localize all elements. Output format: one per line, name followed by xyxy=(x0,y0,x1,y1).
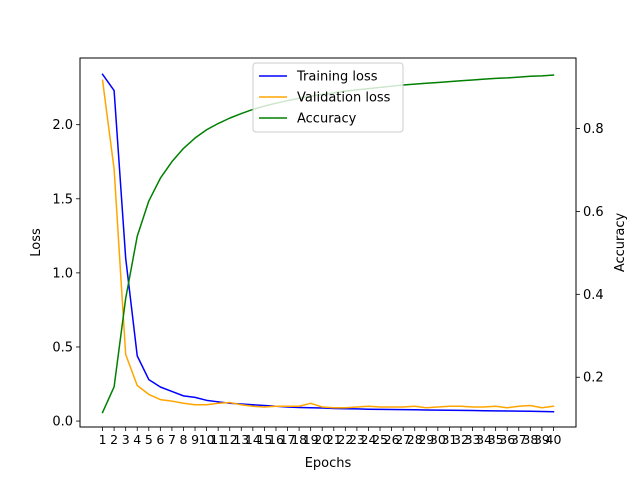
x-tick-label: 7 xyxy=(168,432,176,447)
x-tick-label: 12 xyxy=(222,432,238,447)
x-tick-label: 39 xyxy=(534,432,550,447)
y-axis-left: 0.0 0.5 1.0 1.5 2.0 xyxy=(52,118,80,430)
legend: Training loss Validation loss Accuracy xyxy=(252,62,404,133)
x-tick-label: 21 xyxy=(326,432,342,447)
x-tick-label: 1 xyxy=(99,432,107,447)
legend-label: Validation loss xyxy=(297,91,391,106)
x-tick-label: 33 xyxy=(465,432,481,447)
x-tick-label: 10 xyxy=(199,432,215,447)
x-tick-label: 13 xyxy=(233,432,249,447)
x-tick-label: 3 xyxy=(122,432,130,447)
x-tick-label: 38 xyxy=(522,432,538,447)
x-tick-label: 17 xyxy=(280,432,296,447)
x-tick-label: 2 xyxy=(110,432,118,447)
x-axis-label: Epochs xyxy=(305,456,352,471)
x-tick-label: 24 xyxy=(361,432,377,447)
x-tick-label: 34 xyxy=(476,432,492,447)
x-tick-label: 29 xyxy=(418,432,434,447)
x-tick-label: 35 xyxy=(488,432,504,447)
series-line-2 xyxy=(101,79,555,409)
plot-frame xyxy=(79,57,577,428)
y-left-tick-label: 1.5 xyxy=(52,192,73,207)
x-tick-label: 23 xyxy=(349,432,365,447)
x-tick-label: 16 xyxy=(268,432,284,447)
x-tick-label: 30 xyxy=(430,432,446,447)
y-right-tick-label: 0.8 xyxy=(583,122,604,137)
x-tick-label: 19 xyxy=(303,432,319,447)
y-left-tick-label: 1.0 xyxy=(52,266,73,281)
x-axis: 1 2 3 4 5 6 7 8 9 1011121314151617181920212223242… xyxy=(99,427,562,447)
y-axis-right: 0.2 0.4 0.6 0.8 xyxy=(576,122,604,386)
x-tick-label: 14 xyxy=(245,432,261,447)
x-tick-label: 25 xyxy=(372,432,388,447)
legend-label: Accuracy xyxy=(297,112,357,127)
x-tick-label: 11 xyxy=(210,432,226,447)
x-tick-label: 8 xyxy=(180,432,188,447)
x-tick-label: 18 xyxy=(291,432,307,447)
series-line-1 xyxy=(101,73,555,413)
x-tick-label: 4 xyxy=(133,432,141,447)
y-right-tick-label: 0.4 xyxy=(583,288,604,303)
x-tick-label: 20 xyxy=(314,432,330,447)
x-tick-label: 28 xyxy=(407,432,423,447)
y-left-tick-label: 0.0 xyxy=(52,415,73,430)
y-axis-left-label: Loss xyxy=(29,228,44,257)
y-right-tick-label: 0.6 xyxy=(583,205,604,220)
x-tick-label: 26 xyxy=(384,432,400,447)
x-tick-label: 27 xyxy=(395,432,411,447)
y-axis-right-label: Accuracy xyxy=(613,213,628,273)
x-tick-label: 32 xyxy=(453,432,469,447)
x-tick-label: 15 xyxy=(256,432,272,447)
x-tick-label: 6 xyxy=(156,432,164,447)
legend-label: Training loss xyxy=(296,70,378,85)
y-right-tick-label: 0.2 xyxy=(583,371,604,386)
x-tick-label: 40 xyxy=(546,432,562,447)
y-left-tick-label: 0.5 xyxy=(52,340,73,355)
x-tick-label: 22 xyxy=(337,432,353,447)
y-left-tick-label: 2.0 xyxy=(52,118,73,133)
x-tick-label: 9 xyxy=(191,432,199,447)
legend-box xyxy=(252,62,404,133)
x-tick-label: 31 xyxy=(441,432,457,447)
x-tick-label: 36 xyxy=(499,432,515,447)
x-tick-label: 5 xyxy=(145,432,153,447)
x-tick-label: 37 xyxy=(511,432,527,447)
